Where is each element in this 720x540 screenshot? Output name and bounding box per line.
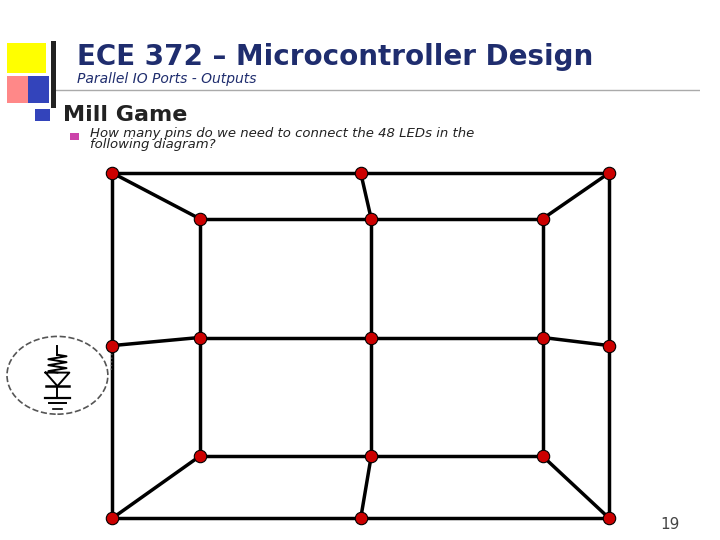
Text: following diagram?: following diagram? xyxy=(90,138,215,151)
Point xyxy=(603,514,615,523)
Point xyxy=(537,452,549,461)
Point xyxy=(194,333,205,342)
Point xyxy=(537,214,549,223)
FancyBboxPatch shape xyxy=(7,76,28,103)
Point xyxy=(366,333,377,342)
Point xyxy=(194,214,205,223)
Text: Mill Game: Mill Game xyxy=(63,105,187,125)
FancyBboxPatch shape xyxy=(51,40,56,108)
Polygon shape xyxy=(45,373,69,386)
FancyBboxPatch shape xyxy=(35,109,50,121)
FancyBboxPatch shape xyxy=(70,133,79,140)
Text: Parallel IO Ports - Outputs: Parallel IO Ports - Outputs xyxy=(77,72,256,86)
FancyBboxPatch shape xyxy=(7,43,45,73)
Text: ECE 372 – Microcontroller Design: ECE 372 – Microcontroller Design xyxy=(77,43,593,71)
Point xyxy=(107,514,118,523)
FancyBboxPatch shape xyxy=(28,76,49,103)
Point xyxy=(537,333,549,342)
Point xyxy=(107,168,118,177)
Point xyxy=(355,168,366,177)
Point xyxy=(603,341,615,350)
Text: 19: 19 xyxy=(660,517,680,532)
Point xyxy=(355,514,366,523)
Point xyxy=(107,341,118,350)
Text: How many pins do we need to connect the 48 LEDs in the: How many pins do we need to connect the … xyxy=(90,127,474,140)
Point xyxy=(366,214,377,223)
Point xyxy=(603,168,615,177)
Point xyxy=(194,452,205,461)
Point xyxy=(366,452,377,461)
